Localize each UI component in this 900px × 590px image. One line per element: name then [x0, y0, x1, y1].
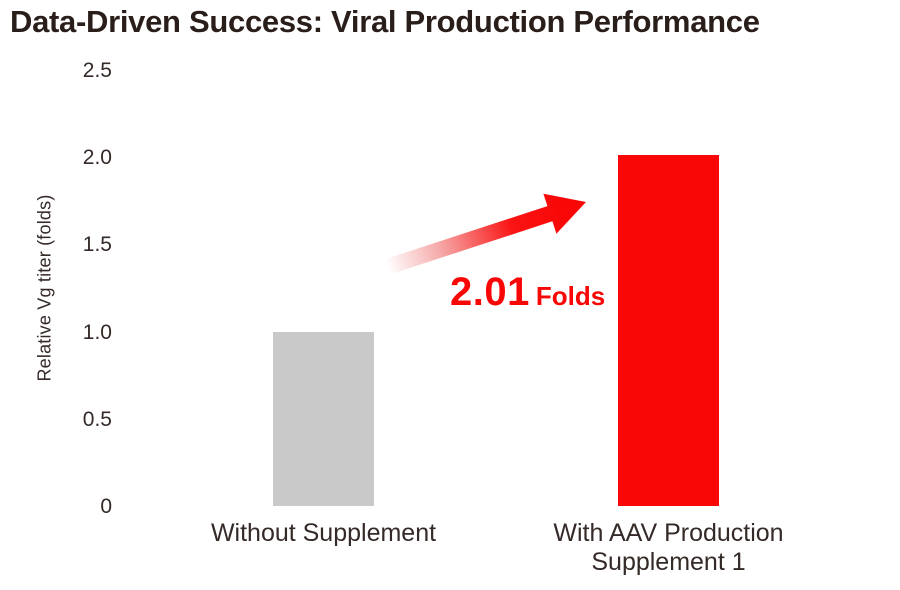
y-tick-label-2.0: 2.0	[82, 146, 112, 169]
y-tick-label-2.5: 2.5	[82, 58, 112, 82]
y-tick-label-0: 0	[100, 495, 112, 518]
category-label-line: Without Supplement	[210, 519, 437, 547]
chart-title: Data-Driven Success: Viral Production Pe…	[10, 4, 760, 39]
category-label-with-aav-production-supplement-1: With AAV Production Supplement 1	[509, 519, 829, 577]
growth-arrow-shape	[384, 193, 586, 275]
y-tick-label-1.5: 1.5	[82, 233, 112, 257]
y-tick-label-1.0: 1.0	[82, 320, 112, 344]
y-tick-label-0.5: 0.5	[82, 407, 112, 431]
fold-increase-annotation: 2.01 Folds	[450, 272, 605, 312]
fold-increase-value: 2.01	[450, 270, 530, 314]
category-label-without-supplement: Without Supplement	[164, 519, 484, 548]
category-label-line: Supplement 1	[591, 548, 746, 576]
fold-increase-unit: Folds	[535, 281, 606, 311]
bar-with-aav-production-supplement-1	[618, 155, 719, 506]
y-axis-label: Relative Vg titer (folds)	[34, 194, 55, 382]
bar-without-supplement	[273, 331, 374, 506]
category-label-line: With AAV Production	[553, 519, 784, 547]
